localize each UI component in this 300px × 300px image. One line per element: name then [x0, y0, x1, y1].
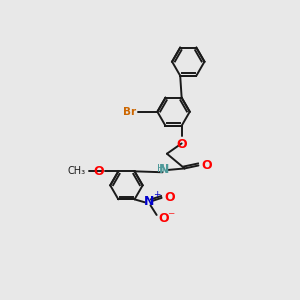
Text: O: O — [165, 191, 175, 204]
Text: ⁻: ⁻ — [167, 210, 174, 224]
Text: H: H — [157, 164, 165, 174]
Text: N: N — [143, 195, 154, 208]
Text: O: O — [176, 137, 187, 151]
Text: O: O — [158, 212, 169, 225]
Text: O: O — [93, 165, 104, 178]
Text: Br: Br — [123, 107, 136, 117]
Text: CH₃: CH₃ — [68, 166, 86, 176]
Text: O: O — [201, 159, 212, 172]
Text: +: + — [153, 190, 160, 199]
Text: N: N — [159, 163, 169, 176]
